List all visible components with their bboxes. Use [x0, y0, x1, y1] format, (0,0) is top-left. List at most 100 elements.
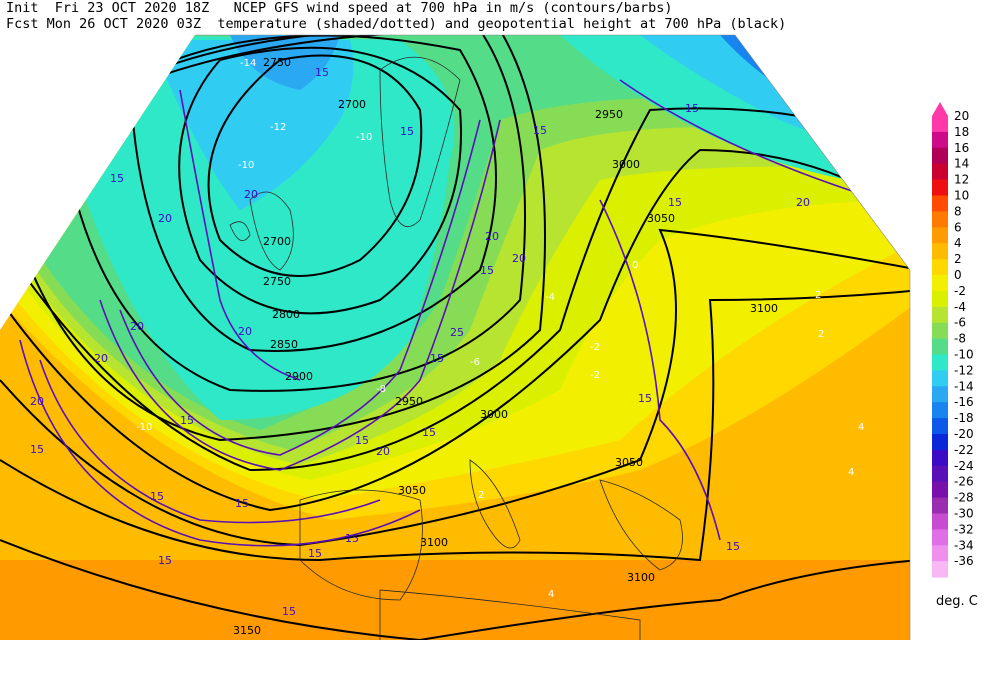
contour-3150: [0, 539, 910, 640]
colorbar-tick-label: -28: [954, 491, 974, 505]
height-label: 2900: [285, 370, 313, 383]
temp-label: -12: [270, 122, 286, 133]
temp-label: 2: [818, 329, 824, 340]
wind-label: 15: [110, 172, 124, 185]
iberia-outline: [299, 489, 423, 601]
temp-band-m10: [60, 35, 455, 420]
contour-2850: [58, 35, 526, 392]
wind-label: 15: [685, 102, 699, 115]
coastlines: [229, 56, 683, 640]
wind-label: 15: [355, 434, 369, 447]
colorbar-swatch: [932, 116, 948, 133]
contour-2900: [0, 35, 546, 442]
wind-contour-15: [99, 119, 501, 471]
wind-label: 15: [345, 532, 359, 545]
colorbar-swatch: [932, 211, 948, 228]
temp-label: -10: [136, 422, 152, 433]
colorbar-swatch: [932, 227, 948, 244]
colorbar-swatch: [932, 386, 948, 403]
wind-label: 15: [668, 196, 682, 209]
height-label: 2750: [263, 56, 291, 69]
wind-labels: 15 15 20 20 15 20 20 20 20 15 15 20 15 1…: [30, 66, 810, 618]
wind-label: 20: [238, 325, 252, 338]
wind-label: 20: [30, 395, 44, 408]
north-africa-outline: [379, 589, 641, 640]
wind-label: 15: [533, 124, 547, 137]
wind-label: 15: [315, 66, 329, 79]
colorbar-tick-label: 6: [954, 220, 962, 234]
contour-2800: [128, 35, 497, 352]
italy-outline: [469, 459, 521, 549]
scandinavia-outline: [379, 56, 461, 227]
temp-label: 4: [858, 422, 864, 433]
temp-label: -6: [470, 357, 480, 368]
height-contours: [0, 35, 910, 640]
wind-label: 15: [30, 443, 44, 456]
colorbar-swatch: [932, 306, 948, 324]
height-label: 2950: [395, 395, 423, 408]
height-label: 2700: [338, 98, 366, 111]
colorbar-arrow: [932, 102, 948, 116]
temp-label: 4: [548, 589, 554, 600]
colorbar-tick-label: -2: [954, 284, 966, 298]
colorbar-tick-label: -36: [954, 554, 974, 568]
wind-label: 20: [244, 188, 258, 201]
colorbar-tick-label: -6: [954, 316, 966, 330]
colorbar-tick-label: -12: [954, 363, 974, 377]
colorbar-swatch: [932, 497, 948, 514]
temp-label: -2: [590, 370, 600, 381]
height-label: 2750: [263, 275, 291, 288]
wind-label: 15: [422, 426, 436, 439]
wind-label: 15: [638, 392, 652, 405]
wind-label: 20: [94, 352, 108, 365]
colorbar-tick-label: 0: [954, 268, 962, 282]
wind-label: 15: [726, 540, 740, 553]
colorbar-swatch: [932, 147, 948, 165]
ireland-outline: [229, 221, 251, 242]
height-label: 2850: [270, 338, 298, 351]
colorbar-swatch: [932, 322, 948, 340]
height-label: 2950: [595, 108, 623, 121]
colorbar-tick-label: -10: [954, 348, 974, 362]
colorbar-swatch: [932, 529, 948, 546]
wind-label: 15: [308, 547, 322, 560]
colorbar-swatch: [932, 131, 948, 149]
wind-label: 15: [158, 554, 172, 567]
colorbar-swatch: [932, 259, 948, 276]
colorbar-tick-label: 10: [954, 189, 969, 203]
map-frame: [195, 34, 911, 640]
height-label: 3000: [612, 158, 640, 171]
colorbar-tick-label: 20: [954, 109, 969, 123]
contour-3050: [0, 228, 910, 547]
wind-label: 20: [376, 445, 390, 458]
colorbar-tick-label: -4: [954, 300, 966, 314]
britain-outline: [249, 191, 294, 271]
wind-label: 20: [485, 230, 499, 243]
colorbar-swatch: [932, 370, 948, 387]
contour-2750: [178, 46, 462, 315]
temp-label: 2: [815, 290, 821, 301]
wind-label: 15: [150, 490, 164, 503]
colorbar-swatch: [932, 449, 948, 467]
height-label: 3050: [615, 456, 643, 469]
colorbar-swatch: [932, 561, 948, 578]
colorbar-tick-label: -30: [954, 507, 974, 521]
colorbar-swatch: [932, 290, 948, 308]
colorbar-tick-label: -26: [954, 475, 974, 489]
wind-label: 25: [450, 326, 464, 339]
wind-contour-15-south: [19, 339, 421, 547]
temp-label: -10: [356, 132, 372, 143]
wind-contours: [19, 79, 881, 547]
colorbar-tick-label: 16: [954, 141, 969, 155]
contour-2700: [207, 54, 423, 277]
colorbar-tick-label: -32: [954, 522, 974, 536]
colorbar-tick-label: -20: [954, 427, 974, 441]
temp-label: 2: [478, 490, 484, 501]
wind-contour-15-west: [179, 89, 301, 381]
colorbar-tick-label: -34: [954, 538, 974, 552]
colorbar-units: deg. C: [936, 594, 978, 609]
colorbar-swatch: [932, 163, 948, 181]
height-labels: 2750 2700 2700 2750 2800 2850 2900 2950 …: [233, 56, 778, 637]
height-label: 3150: [233, 624, 261, 637]
